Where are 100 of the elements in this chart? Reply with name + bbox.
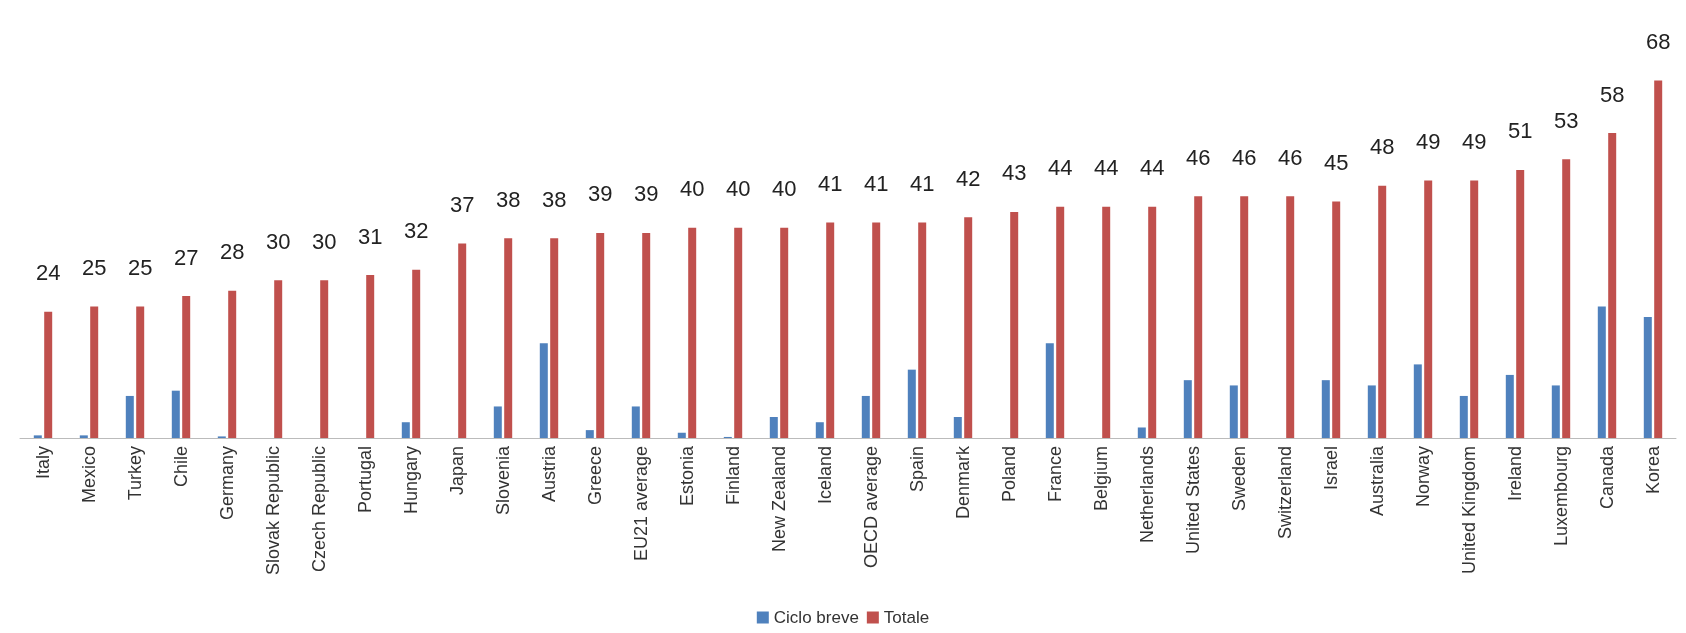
bar bbox=[136, 306, 145, 438]
x-tick-label: Estonia bbox=[677, 445, 697, 507]
bar bbox=[493, 406, 502, 438]
bar bbox=[79, 435, 88, 438]
bar bbox=[1459, 395, 1468, 438]
bar bbox=[504, 238, 513, 438]
x-tick-label: Portugal bbox=[355, 446, 375, 514]
data-label: 25 bbox=[127, 255, 153, 281]
bar bbox=[780, 227, 789, 438]
data-label: 51 bbox=[1507, 118, 1533, 144]
data-label: 46 bbox=[1185, 144, 1211, 170]
data-label: 30 bbox=[311, 228, 337, 254]
bar bbox=[1045, 343, 1054, 438]
data-label: 42 bbox=[955, 165, 981, 191]
x-tick-label: Slovak Republic bbox=[263, 446, 283, 576]
bar bbox=[1367, 385, 1376, 438]
data-label: 46 bbox=[1231, 144, 1257, 170]
data-label: 44 bbox=[1047, 155, 1073, 181]
bar bbox=[458, 243, 467, 438]
bar bbox=[33, 435, 42, 438]
data-label: 31 bbox=[357, 223, 383, 249]
data-label: 46 bbox=[1277, 144, 1303, 170]
x-tick-label: Canada bbox=[1597, 445, 1617, 510]
x-tick-label: Spain bbox=[907, 446, 927, 493]
data-label: 68 bbox=[1645, 29, 1671, 55]
data-label: 40 bbox=[679, 176, 705, 202]
x-tick-label: Netherlands bbox=[1137, 446, 1157, 544]
x-tick-label: Ireland bbox=[1505, 446, 1525, 502]
data-label: 38 bbox=[495, 186, 521, 212]
bar bbox=[907, 369, 916, 438]
x-tick-label: Australia bbox=[1367, 445, 1387, 517]
x-tick-label: Norway bbox=[1413, 446, 1433, 508]
bar bbox=[1286, 196, 1295, 438]
x-tick-label: Switzerland bbox=[1275, 446, 1295, 540]
bar bbox=[550, 238, 559, 438]
data-label: 41 bbox=[909, 170, 935, 196]
bar bbox=[1183, 380, 1192, 438]
bar bbox=[1321, 380, 1330, 438]
bar bbox=[1562, 159, 1571, 438]
data-label: 37 bbox=[449, 191, 475, 217]
data-label: 44 bbox=[1139, 155, 1165, 181]
bar bbox=[1378, 185, 1387, 438]
bar bbox=[1332, 201, 1341, 438]
data-label: 32 bbox=[403, 218, 429, 244]
data-label: 43 bbox=[1001, 160, 1027, 186]
legend-label: Ciclo breve bbox=[773, 608, 859, 627]
x-tick-label: Poland bbox=[999, 446, 1019, 503]
bar bbox=[769, 416, 778, 438]
x-tick-label: Greece bbox=[585, 446, 605, 506]
data-label: 45 bbox=[1323, 149, 1349, 175]
data-label: 30 bbox=[265, 228, 291, 254]
bar bbox=[412, 269, 421, 438]
x-tick-label: Italy bbox=[33, 446, 53, 480]
x-tick-label: Israel bbox=[1321, 446, 1341, 491]
bar bbox=[366, 275, 375, 438]
bar bbox=[1470, 180, 1479, 438]
x-tick-label: OECD average bbox=[861, 446, 881, 569]
x-tick-label: Finland bbox=[723, 446, 743, 506]
x-tick-label: Belgium bbox=[1091, 446, 1111, 512]
bar bbox=[401, 422, 410, 438]
bar bbox=[585, 430, 594, 438]
bar bbox=[274, 280, 283, 438]
bar bbox=[44, 311, 53, 438]
bar bbox=[1240, 196, 1249, 438]
x-tick-label: Slovenia bbox=[493, 445, 513, 516]
data-label: 48 bbox=[1369, 134, 1395, 160]
bar bbox=[125, 395, 134, 438]
data-label: 27 bbox=[173, 244, 199, 270]
x-tick-label: France bbox=[1045, 446, 1065, 503]
x-tick-label: Denmark bbox=[953, 445, 973, 520]
x-tick-label: Sweden bbox=[1229, 446, 1249, 512]
bar bbox=[90, 306, 99, 438]
bar bbox=[1505, 374, 1514, 438]
data-label: 38 bbox=[541, 186, 567, 212]
x-tick-label: Chile bbox=[171, 446, 191, 488]
data-label: 40 bbox=[771, 176, 797, 202]
bar bbox=[688, 227, 697, 438]
bar bbox=[1194, 196, 1203, 438]
data-label: 41 bbox=[863, 170, 889, 196]
data-label: 44 bbox=[1093, 155, 1119, 181]
bar bbox=[1608, 133, 1617, 438]
x-tick-label: Iceland bbox=[815, 446, 835, 505]
bar bbox=[539, 343, 548, 438]
bar bbox=[677, 432, 686, 438]
bar bbox=[1010, 211, 1019, 438]
bar bbox=[815, 422, 824, 438]
legend-label: Totale bbox=[883, 608, 930, 627]
data-label: 58 bbox=[1599, 81, 1625, 107]
bar bbox=[918, 222, 927, 438]
x-tick-label: Mexico bbox=[79, 446, 99, 504]
bar bbox=[631, 406, 640, 438]
bar bbox=[1056, 206, 1065, 438]
bar bbox=[964, 217, 973, 438]
bar bbox=[596, 232, 605, 438]
x-tick-label: New Zealand bbox=[769, 446, 789, 553]
bar bbox=[1654, 80, 1663, 438]
bar bbox=[872, 222, 881, 438]
data-label: 28 bbox=[219, 239, 245, 265]
bar bbox=[1597, 306, 1606, 438]
x-tick-label: EU21 average bbox=[631, 446, 651, 562]
